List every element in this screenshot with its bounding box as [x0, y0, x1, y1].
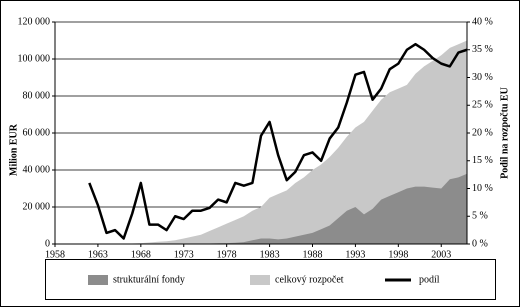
legend — [45, 259, 496, 300]
y-axis-label: Milion EUR — [8, 123, 19, 176]
legend-label: podíl — [419, 274, 440, 285]
y-tick-label: 80 000 — [23, 90, 51, 101]
plot-area — [55, 21, 468, 244]
y2-tick-label: 30 % — [472, 72, 493, 83]
y2-tick-label: 40 % — [472, 16, 493, 27]
y2-tick-label: 20 % — [472, 127, 493, 138]
area — [55, 40, 467, 244]
y2-tick-label: 15 % — [472, 155, 493, 166]
y-tick-label: 0 — [45, 238, 50, 249]
y2-tick-label: 0 % — [472, 238, 488, 249]
x-tick-label: 1963 — [88, 249, 108, 260]
x-tick-label: 1958 — [45, 249, 65, 260]
legend-label: strukturální fondy — [113, 274, 185, 285]
legend-swatch — [88, 275, 108, 285]
y2-tick-label: 5 % — [472, 211, 488, 222]
x-tick-label: 1993 — [345, 249, 365, 260]
x-tick-label: 1968 — [131, 249, 151, 260]
y-tick-label: 60 000 — [23, 127, 51, 138]
line — [88, 42, 468, 240]
x-tick-label: 1998 — [388, 249, 408, 260]
area — [55, 173, 467, 244]
x-tick-label: 1973 — [174, 249, 194, 260]
y-tick-label: 120 000 — [18, 16, 51, 27]
x-tick-label: 1988 — [303, 249, 323, 260]
y-tick-label: 100 000 — [18, 53, 51, 64]
y-tick-label: 20 000 — [23, 201, 51, 212]
y2-tick-label: 10 % — [472, 183, 493, 194]
y-tick-label: 40 000 — [23, 164, 51, 175]
x-tick-label: 1978 — [217, 249, 237, 260]
x-tick-label: 2003 — [431, 249, 451, 260]
legend-label: celkový rozpočet — [275, 274, 344, 285]
y2-tick-label: 35 % — [472, 44, 493, 55]
y2-axis-label: Podíl na rozpočtu EU — [499, 87, 510, 179]
y2-tick-label: 25 % — [472, 100, 493, 111]
x-tick-label: 1983 — [260, 249, 280, 260]
legend-swatch — [250, 275, 270, 285]
